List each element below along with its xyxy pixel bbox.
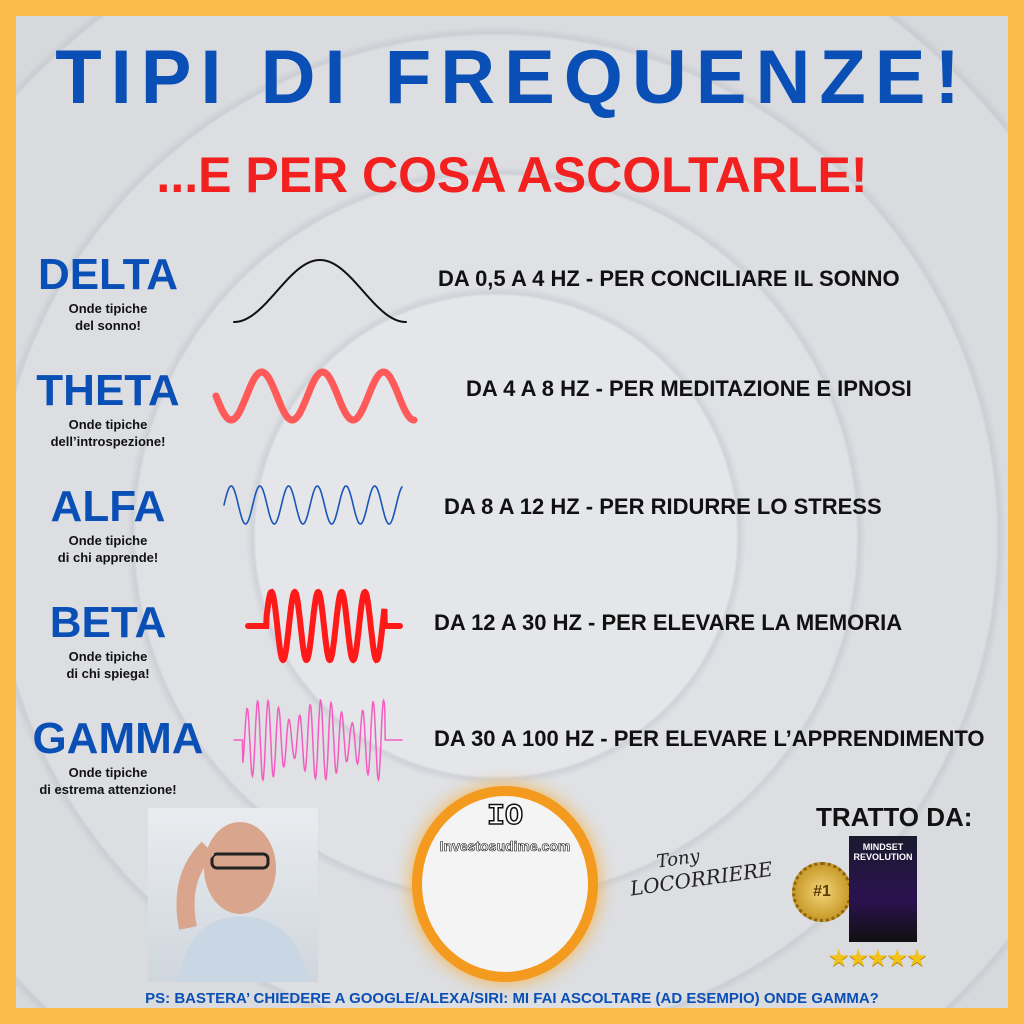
- wave-desc-beta: DA 12 A 30 HZ - PER ELEVARE LA MEMORIA: [434, 610, 903, 635]
- wave-caption-alfa: Onde tipiche di chi apprende!: [57, 533, 159, 565]
- wave-line: [245, 588, 403, 664]
- wave-name-alfa: ALFA: [50, 482, 166, 531]
- book-cover: MINDSET REVOLUTION: [849, 836, 917, 942]
- wave-name-beta: BETA: [49, 598, 167, 647]
- wave-desc-theta: DA 4 A 8 HZ - PER MEDITAZIONE E IPNOSI: [466, 376, 912, 401]
- wave-line: [223, 485, 403, 525]
- wave-name-theta: THETA: [36, 366, 180, 415]
- wave-desc-gamma: DA 30 A 100 HZ - PER ELEVARE L’APPRENDIM…: [434, 726, 985, 751]
- wave-desc-delta: DA 0,5 A 4 HZ - PER CONCILIARE IL SONNO: [438, 266, 900, 291]
- wave-line: [233, 698, 403, 782]
- wave-name-delta: DELTA: [37, 250, 179, 299]
- page-title: TIPI DI FREQUENZE!: [55, 35, 969, 120]
- alfa-wave-icon: [223, 485, 403, 525]
- gamma-wave-icon: [233, 698, 403, 782]
- rating-stars: ★★★★★: [828, 945, 928, 972]
- wave-name-gamma: GAMMA: [32, 714, 204, 763]
- wave-caption-gamma: Onde tipiche di estrema attenzione!: [39, 765, 177, 797]
- wave-line: [212, 368, 418, 424]
- wave-desc-alfa: DA 8 A 12 HZ - PER RIDURRE LO STRESS: [444, 494, 882, 519]
- page-subtitle: ...E PER COSA ASCOLTARLE!: [156, 147, 868, 203]
- ps-note: PS: BASTERA’ CHIEDERE A GOOGLE/ALEXA/SIR…: [145, 990, 879, 1007]
- theta-wave-icon: [212, 368, 418, 424]
- wave-caption-delta: Onde tipiche del sonno!: [68, 301, 148, 333]
- brand-logo: IO Investosudime.com: [412, 786, 598, 982]
- wave-caption-theta: Onde tipiche dell’introspezione!: [50, 417, 166, 449]
- beta-wave-icon: [245, 588, 403, 664]
- delta-wave-icon: [233, 259, 407, 323]
- signature: Tony LOCORRIERE: [628, 845, 775, 901]
- bestseller-badge: #1: [792, 862, 852, 922]
- infographic: TIPI DI FREQUENZE! ...E PER COSA ASCOLTA…: [16, 16, 1008, 1008]
- wave-caption-beta: Onde tipiche di chi spiega!: [66, 649, 150, 681]
- author-photo: [148, 808, 318, 982]
- wave-line: [233, 259, 407, 323]
- source-label: TRATTO DA:: [816, 802, 973, 832]
